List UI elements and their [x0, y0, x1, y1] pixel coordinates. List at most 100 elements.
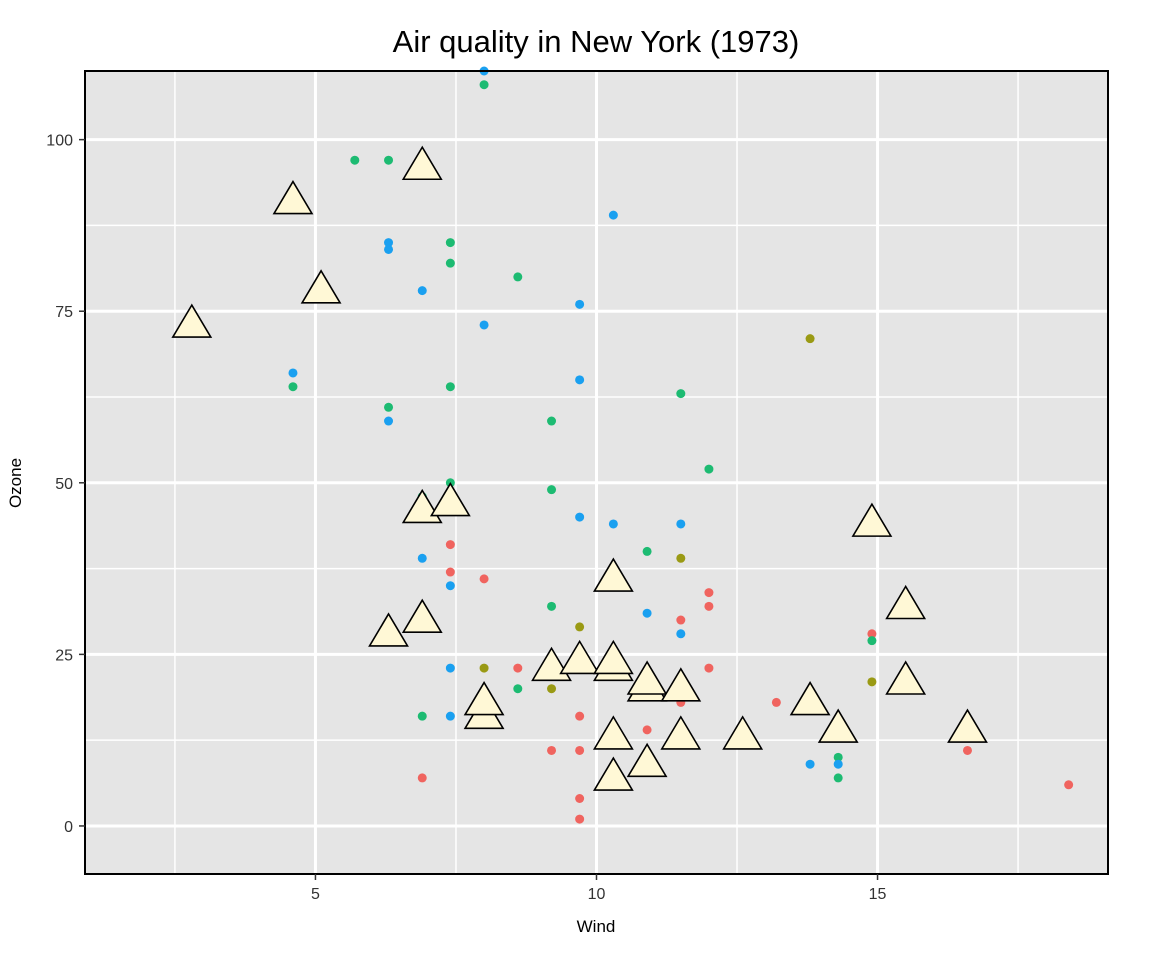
data-points	[171, 66, 1074, 824]
point-blue	[445, 663, 455, 673]
point-green	[288, 382, 298, 392]
triangle-point	[722, 715, 764, 750]
point-red	[771, 697, 781, 707]
point-red	[575, 814, 585, 824]
point-olive	[867, 677, 877, 687]
point-green	[350, 155, 360, 165]
triangle-point	[559, 639, 601, 675]
point-blue	[805, 759, 815, 769]
point-olive	[575, 622, 585, 632]
point-green	[676, 389, 686, 399]
point-green	[642, 546, 652, 556]
point-green	[445, 238, 455, 248]
point-green	[384, 155, 394, 165]
triangle-point	[626, 742, 668, 778]
point-green	[417, 711, 427, 721]
x-axis-label: Wind	[577, 917, 616, 936]
point-blue	[384, 238, 394, 248]
triangle-point	[429, 481, 471, 517]
y-tick-label: 50	[55, 476, 73, 493]
point-red	[479, 574, 489, 584]
y-tick-label: 100	[46, 133, 73, 150]
triangle-point	[592, 715, 634, 750]
x-tick-label: 5	[311, 886, 320, 903]
point-green	[513, 272, 523, 282]
point-blue	[676, 629, 686, 639]
point-red	[676, 615, 686, 625]
triangle-point	[885, 584, 927, 620]
triangle-point	[817, 708, 859, 743]
point-olive	[676, 553, 686, 563]
triangle-point	[947, 708, 988, 743]
point-green	[704, 464, 714, 474]
point-red	[704, 601, 714, 611]
point-red	[513, 663, 523, 673]
point-blue	[384, 244, 394, 254]
point-blue	[575, 375, 585, 385]
triangle-point	[660, 715, 702, 750]
point-green	[547, 485, 557, 495]
point-red	[704, 663, 714, 673]
triangle-point	[592, 756, 634, 791]
triangle-point	[592, 639, 634, 675]
point-blue	[445, 711, 455, 721]
point-red	[962, 745, 972, 755]
triangle-point	[401, 598, 443, 634]
point-red	[1064, 780, 1074, 790]
triangle-point	[626, 660, 668, 695]
point-blue	[608, 210, 618, 220]
point-blue	[479, 320, 489, 330]
triangle-point	[885, 660, 927, 695]
triangle-point	[660, 667, 702, 702]
point-red	[575, 745, 585, 755]
point-green	[833, 752, 843, 762]
point-green	[547, 601, 557, 611]
triangle-point	[171, 303, 213, 338]
y-tick-label: 0	[64, 819, 73, 836]
point-green	[479, 80, 489, 90]
point-blue	[833, 759, 843, 769]
point-blue	[608, 519, 618, 529]
x-tick-label: 15	[869, 886, 887, 903]
point-blue	[288, 368, 298, 378]
point-olive	[479, 663, 489, 673]
triangle-point	[368, 612, 409, 647]
y-tick-label: 75	[55, 304, 73, 321]
point-red	[547, 745, 557, 755]
point-red	[642, 725, 652, 735]
chart-title: Air quality in New York (1973)	[393, 24, 800, 59]
point-blue	[575, 299, 585, 309]
point-blue	[575, 512, 585, 522]
point-olive	[547, 684, 557, 694]
point-blue	[417, 553, 427, 563]
point-green	[445, 382, 455, 392]
point-blue	[445, 581, 455, 591]
point-olive	[805, 334, 815, 344]
point-green	[867, 636, 877, 646]
point-red	[445, 567, 455, 577]
point-blue	[417, 286, 427, 296]
point-red	[575, 711, 585, 721]
point-red	[867, 629, 877, 639]
axis-ticks: 5 10 15 0 25 50 75 100	[46, 133, 886, 903]
point-red	[445, 540, 455, 550]
triangle-point	[463, 681, 505, 716]
triangle-point	[401, 145, 443, 181]
triangle-point	[272, 179, 314, 215]
triangle-point	[592, 557, 634, 592]
point-green	[513, 684, 523, 694]
triangle-point	[300, 269, 342, 304]
point-blue	[642, 608, 652, 618]
y-axis-label: Ozone	[6, 458, 25, 508]
x-tick-label: 10	[588, 886, 606, 903]
point-blue	[676, 519, 686, 529]
point-green	[445, 258, 455, 268]
point-blue	[384, 416, 394, 426]
point-green	[833, 773, 843, 783]
point-red	[417, 773, 427, 783]
triangle-point	[851, 502, 893, 537]
y-tick-label: 25	[55, 647, 73, 664]
point-red	[575, 794, 585, 804]
triangle-point	[789, 681, 831, 716]
